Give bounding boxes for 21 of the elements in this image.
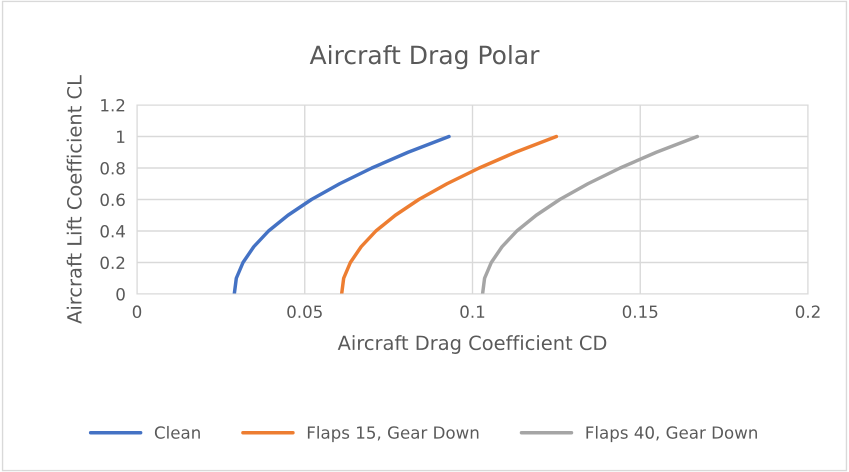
y-axis-title: Aircraft Lift Coefficient CL	[66, 75, 82, 324]
legend-label: Clean	[154, 426, 200, 439]
legend-label: Flaps 15, Gear Down	[308, 426, 478, 442]
x-tick-label: 0	[132, 305, 142, 318]
line-series	[480, 134, 700, 294]
x-tick-label: 0.15	[622, 305, 658, 318]
y-tick-label: 0.2	[100, 256, 124, 270]
y-tick-label: 0.8	[100, 162, 125, 175]
legend-label: Flaps 40, Gear Down	[586, 426, 757, 442]
y-tick-label: 1.2	[101, 98, 124, 112]
x-tick-label: 0.1	[460, 305, 484, 318]
line-series	[340, 134, 558, 294]
line-series	[232, 134, 451, 294]
y-tick-label: 0.6	[100, 193, 125, 206]
y-tick-label: 1	[117, 130, 124, 143]
y-tick-label: 0.4	[100, 224, 125, 238]
x-tick-label: 0.05	[287, 305, 322, 318]
y-tick-label: 0	[116, 288, 125, 301]
chart-title: Aircraft Drag Polar	[310, 45, 540, 70]
x-axis-title: Aircraft Drag Coefficient CD	[338, 335, 606, 354]
x-tick-label: 0.2	[796, 305, 820, 318]
